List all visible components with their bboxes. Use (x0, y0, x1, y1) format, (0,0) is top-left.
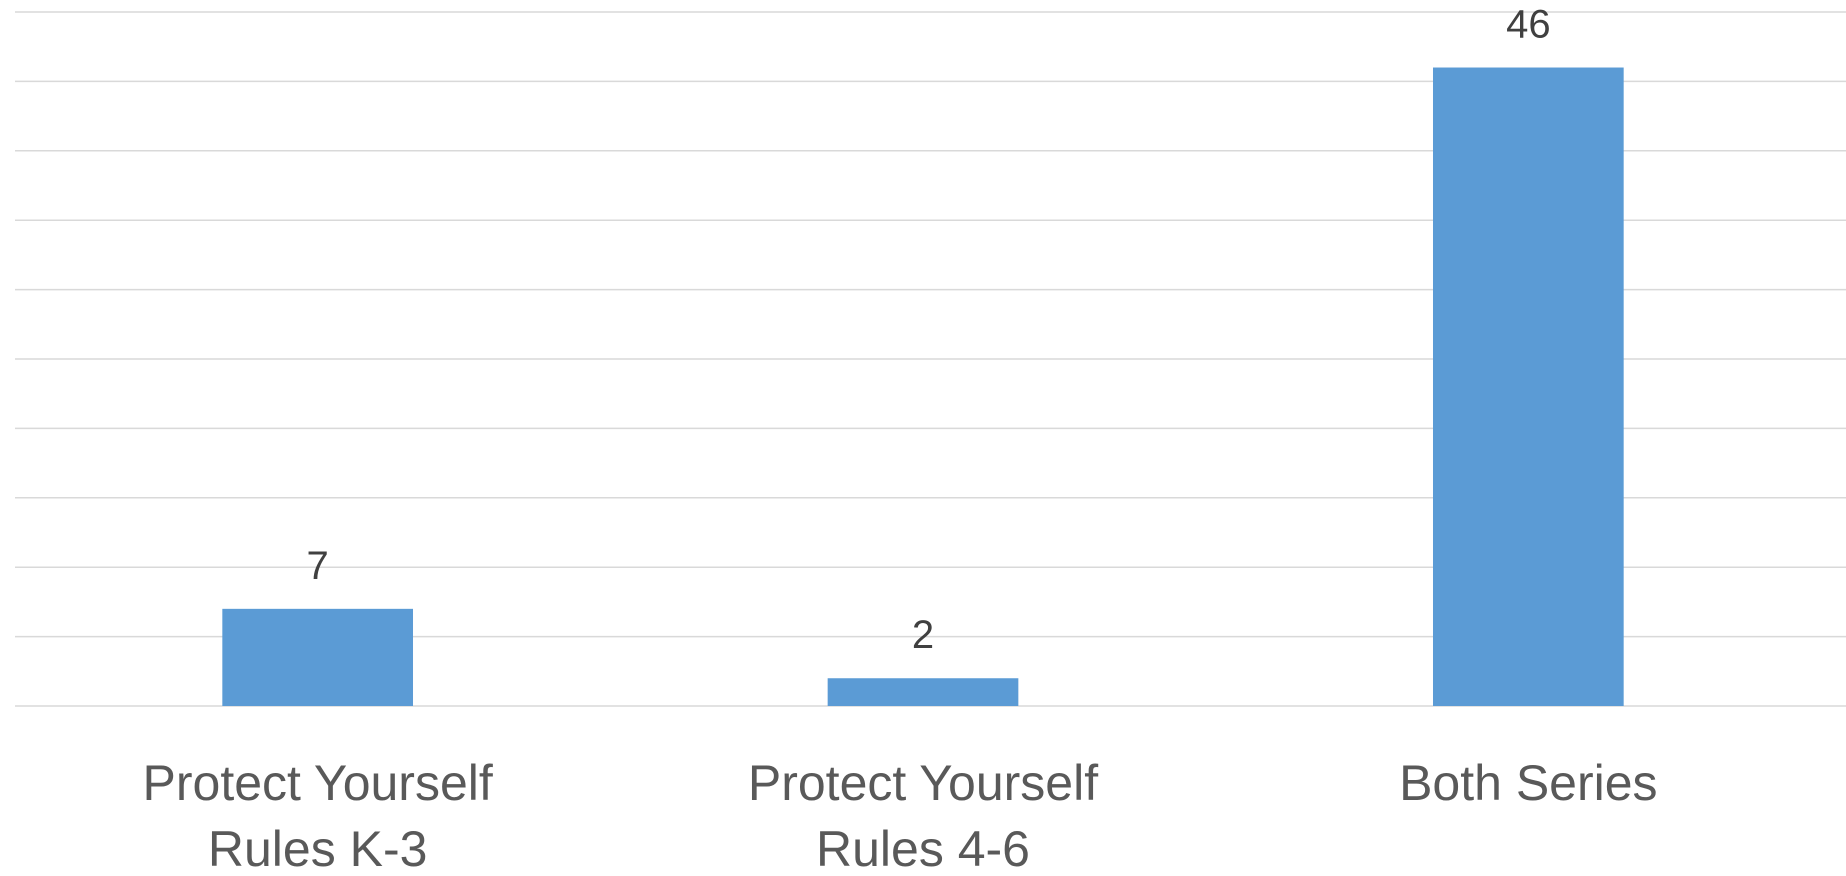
category-label-line: Protect Yourself (143, 755, 493, 811)
data-labels: 7 2 46 (307, 3, 1551, 658)
category-label-line: Rules 4-6 (816, 821, 1030, 876)
category-label-line: Rules K-3 (208, 821, 428, 876)
bar-0 (222, 608, 414, 706)
bar-1 (827, 678, 1019, 706)
bar-2 (1432, 67, 1624, 706)
data-label-0: 7 (307, 544, 329, 588)
category-label-line: Both Series (1399, 755, 1657, 811)
data-label-2: 46 (1506, 3, 1551, 47)
category-label-line: Protect Yourself (748, 755, 1098, 811)
category-label-0: Protect Yourself Rules K-3 (143, 755, 493, 876)
category-label-2: Both Series (1399, 755, 1657, 811)
bars (222, 67, 1624, 706)
category-label-1: Protect Yourself Rules 4-6 (748, 755, 1098, 876)
data-label-1: 2 (912, 613, 934, 657)
